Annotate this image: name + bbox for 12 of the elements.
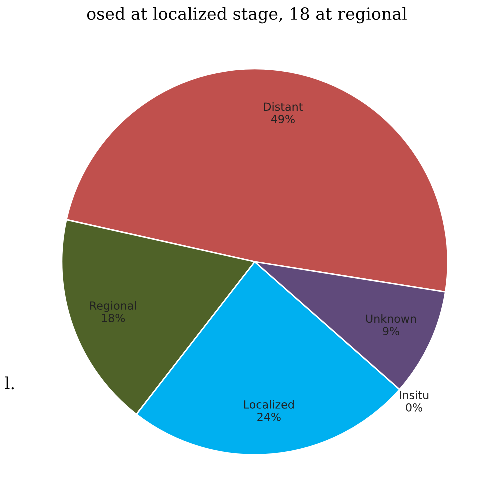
slice-label: Regional <box>90 301 136 312</box>
data-label: 49% <box>271 115 295 124</box>
slice-label: Distant <box>264 102 303 112</box>
slice-label: Unknown <box>366 314 416 324</box>
slice-label: Localized <box>244 400 294 409</box>
text: osed at localized stage, 18 at regional <box>87 7 407 24</box>
data-label: 9% <box>383 327 400 336</box>
text: l. <box>5 376 14 390</box>
data-label: 24% <box>258 412 281 422</box>
data-label: 18% <box>102 314 126 322</box>
category-label: Insitu <box>400 390 429 400</box>
text: 0% <box>406 403 422 412</box>
